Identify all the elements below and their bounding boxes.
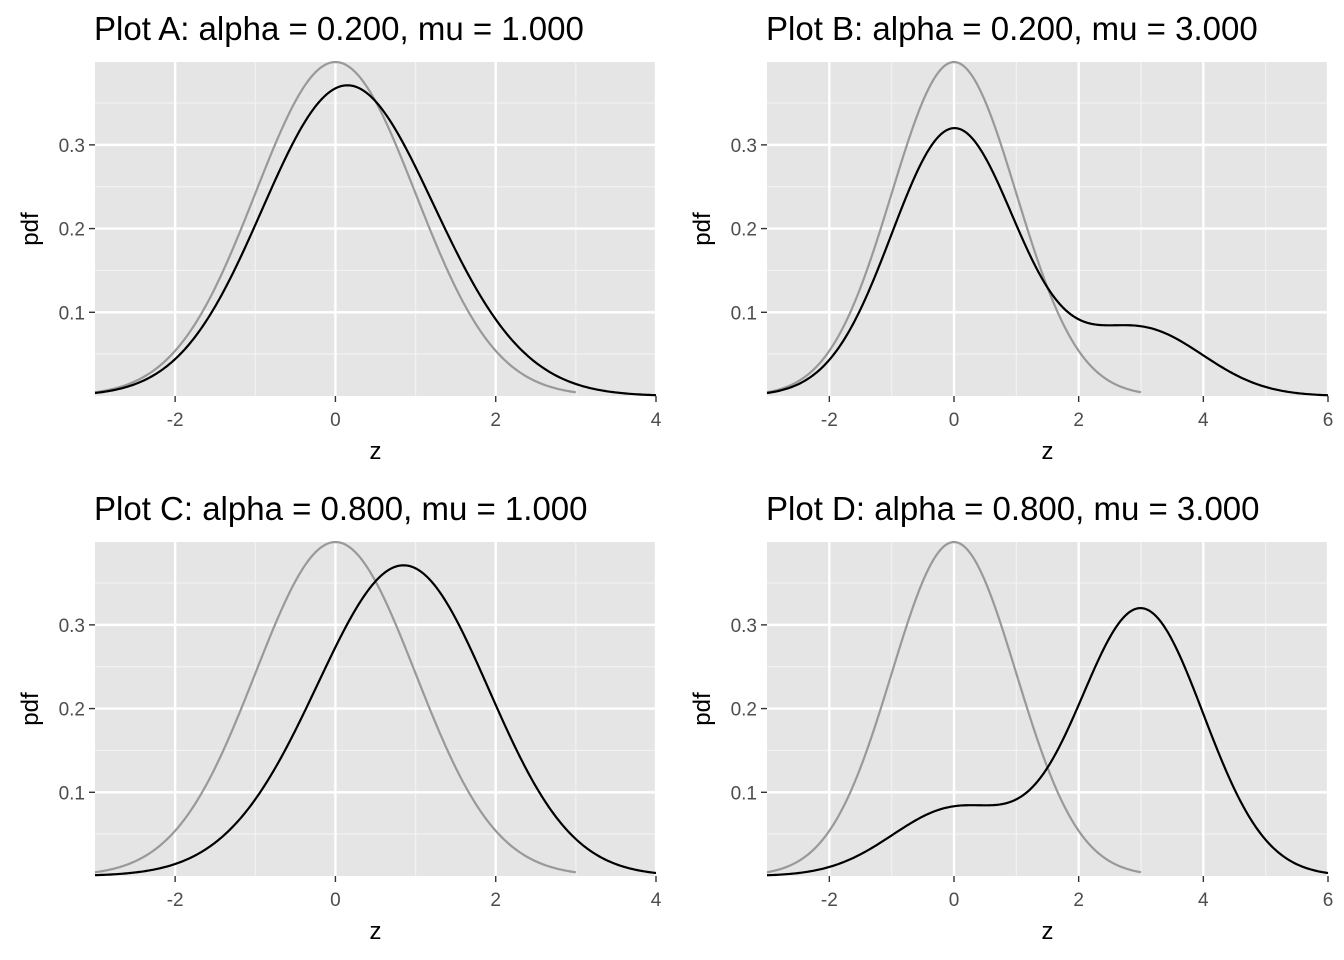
panel-title-d: Plot D: alpha = 0.800, mu = 3.000 [766, 490, 1260, 527]
x-tick-label-d: 4 [1198, 890, 1209, 911]
x-tick-label-a: 4 [651, 410, 662, 431]
x-tick-label-a: -2 [167, 410, 184, 431]
x-axis-title-a: z [370, 438, 382, 465]
x-axis-title-c: z [370, 918, 382, 945]
mixture-density-line-d [766, 606, 1329, 877]
y-axis-title-d: pdf [689, 692, 716, 726]
x-tick-label-b: 4 [1198, 410, 1209, 431]
x-tick-label-d: 2 [1073, 890, 1084, 911]
y-tick-label-a: 0.2 [59, 220, 85, 241]
y-tick-label-b: 0.1 [731, 303, 757, 324]
y-tick-label-c: 0.3 [59, 616, 85, 637]
y-tick-label-d: 0.2 [731, 700, 757, 721]
y-tick-label-d: 0.3 [731, 616, 757, 637]
reference-density-line-b [766, 60, 1142, 394]
x-tick-label-a: 0 [330, 410, 341, 431]
panel-c: -2 0 2 4 0.1 0.2 0.3 z pdf [17, 540, 662, 945]
x-tick-label-b: 2 [1073, 410, 1084, 431]
panel-title-a: Plot A: alpha = 0.200, mu = 1.000 [94, 10, 584, 47]
x-tick-label-b: 6 [1323, 410, 1334, 431]
panel-title-c: Plot C: alpha = 0.800, mu = 1.000 [94, 490, 588, 527]
x-tick-label-c: 0 [330, 890, 341, 911]
x-axis-title-b: z [1042, 438, 1054, 465]
mixture-density-line-c [94, 564, 657, 877]
reference-density-line-c [94, 540, 577, 874]
x-tick-label-b: -2 [821, 410, 838, 431]
reference-density-line-d [766, 540, 1142, 874]
panel-d: -2 0 2 4 6 0.1 0.2 0.3 z pdf [689, 540, 1334, 945]
panel-title-b: Plot B: alpha = 0.200, mu = 3.000 [766, 10, 1258, 47]
x-tick-label-d: -2 [821, 890, 838, 911]
panel-a: -2 0 2 4 0.1 0.2 0.3 z pdf [17, 60, 662, 465]
panel-b: -2 0 2 4 6 0.1 0.2 0.3 z pdf [689, 60, 1334, 465]
y-axis-title-a: pdf [17, 212, 44, 246]
reference-density-line-a [94, 60, 577, 394]
mixture-density-line-b [766, 126, 1329, 397]
x-axis-title-d: z [1042, 918, 1054, 945]
y-tick-label-c: 0.1 [59, 783, 85, 804]
y-tick-label-d: 0.1 [731, 783, 757, 804]
x-tick-label-c: 4 [651, 890, 662, 911]
x-tick-label-b: 0 [949, 410, 960, 431]
x-tick-label-c: -2 [167, 890, 184, 911]
y-tick-label-c: 0.2 [59, 700, 85, 721]
x-tick-label-d: 0 [949, 890, 960, 911]
y-tick-label-a: 0.1 [59, 303, 85, 324]
y-axis-title-b: pdf [689, 212, 716, 246]
mixture-density-line-a [94, 84, 657, 397]
y-axis-title-c: pdf [17, 692, 44, 726]
x-tick-label-d: 6 [1323, 890, 1334, 911]
y-tick-label-b: 0.2 [731, 220, 757, 241]
y-tick-label-b: 0.3 [731, 136, 757, 157]
y-tick-label-a: 0.3 [59, 136, 85, 157]
x-tick-label-c: 2 [490, 890, 501, 911]
x-tick-label-a: 2 [490, 410, 501, 431]
